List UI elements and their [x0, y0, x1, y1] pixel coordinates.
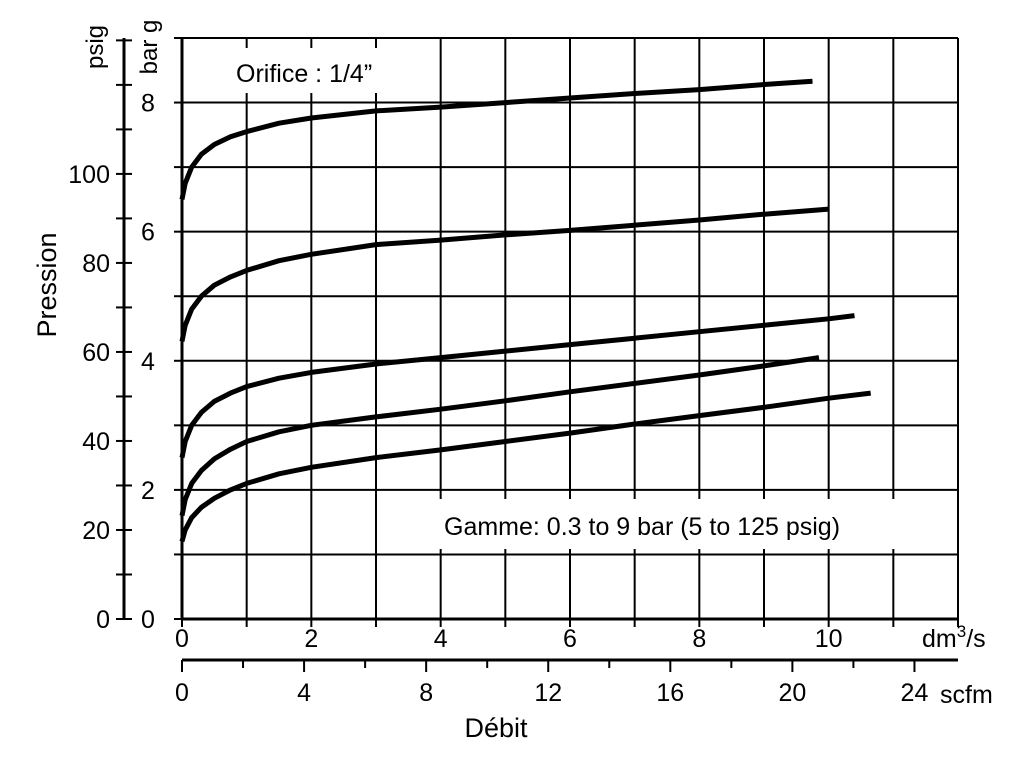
x-unit-dm3s: dm3/s — [922, 622, 986, 653]
psig-tick-label: 40 — [82, 428, 110, 456]
psig-tick-label: 80 — [82, 250, 110, 278]
x-axis-label: Débit — [464, 713, 528, 743]
annotation-box — [438, 499, 952, 549]
curve-3 — [179, 313, 855, 459]
x-tick-label: 0 — [175, 625, 189, 653]
bar-tick-label: 8 — [141, 90, 155, 118]
bar-tick-label: 6 — [141, 219, 155, 247]
title-box — [222, 48, 422, 93]
x-tick-label: 6 — [563, 625, 577, 653]
bar-tick-label: 4 — [141, 348, 155, 376]
y-unit-bar: bar g — [136, 20, 163, 75]
chart-title: Orifice : 1/4” — [236, 60, 372, 88]
x-tick-label: 4 — [434, 625, 448, 653]
scfm-tick-label: 8 — [419, 679, 433, 707]
x-tick-label: 2 — [304, 625, 318, 653]
curves — [179, 78, 872, 543]
scfm-tick-label: 4 — [297, 679, 311, 707]
scfm-tick-label: 20 — [778, 679, 806, 707]
psig-tick-label: 20 — [82, 517, 110, 545]
bar-tick-label: 2 — [141, 477, 155, 505]
x-unit-scfm: scfm — [940, 681, 993, 709]
range-annotation: Gamme: 0.3 to 9 bar (5 to 125 psig) — [444, 513, 840, 541]
psig-tick-label: 100 — [68, 161, 110, 189]
curve-5 — [179, 390, 872, 543]
curve-4 — [179, 355, 820, 517]
bar-tick-label: 0 — [141, 606, 155, 634]
y-axis-label: Pression — [32, 232, 62, 337]
psig-tick-label: 0 — [96, 606, 110, 634]
scfm-tick-label: 16 — [656, 679, 684, 707]
curve-2 — [179, 206, 829, 342]
psig-tick-label: 60 — [82, 339, 110, 367]
curve-1 — [179, 78, 813, 200]
x-tick-label: 8 — [692, 625, 706, 653]
scfm-tick-label: 0 — [175, 679, 189, 707]
y-unit-psig: psig — [82, 25, 109, 69]
scfm-tick-label: 12 — [534, 679, 562, 707]
x-tick-label: 10 — [815, 625, 843, 653]
scfm-tick-label: 24 — [901, 679, 929, 707]
